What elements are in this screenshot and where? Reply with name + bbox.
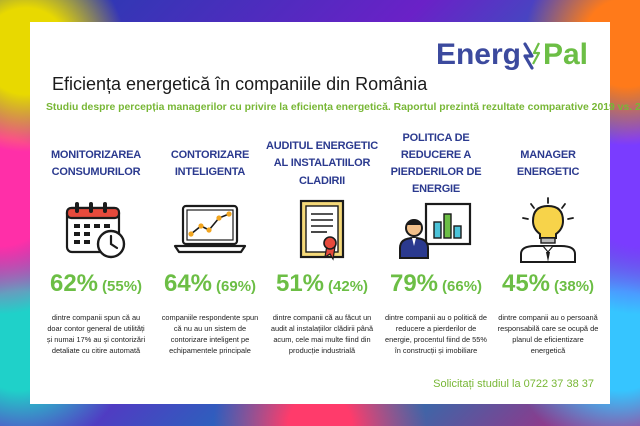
calendar-clock-icon	[40, 194, 152, 266]
stat-row: 51% (42%)	[266, 270, 378, 304]
column-description: dintre companii au o persoană responsabi…	[497, 313, 599, 356]
stat-value-2018: (66%)	[442, 278, 483, 295]
stat-value-2019: 51%	[275, 270, 325, 297]
footer-label: Solicitați studiul la	[433, 378, 521, 390]
footer-contact: Solicitați studiul la 0722 37 38 37	[433, 378, 594, 390]
stat-value-2019: 79%	[389, 270, 439, 297]
column-manager: MANAGER ENERGETIC 45% (38%) dint	[492, 138, 604, 356]
infographic-card: Energ Pal Eficiența energetică în compan…	[30, 22, 640, 404]
presenter-chart-icon	[380, 194, 492, 266]
laptop-chart-icon	[154, 194, 266, 266]
stat-value-2018: (69%)	[216, 278, 257, 295]
column-audit: AUDITUL ENERGETIC AL INSTALATIILOR CLADI…	[266, 138, 378, 356]
column-heading: MANAGER ENERGETIC	[516, 148, 580, 178]
column-politica: POLITICA DE REDUCERE A PIERDERILOR DE EN…	[380, 131, 492, 356]
stat-value-2019: 62%	[49, 270, 99, 297]
stat-value-2018: (42%)	[328, 278, 369, 295]
stat-value-2019: 64%	[163, 270, 213, 297]
stat-value-2018: (55%)	[102, 278, 143, 295]
logo-text-left: Energ	[435, 38, 521, 71]
column-heading: POLITICA DE REDUCERE A PIERDERILOR DE EN…	[390, 131, 482, 196]
footer-phone[interactable]: 0722 37 38 37	[523, 378, 594, 390]
stat-row: 64% (69%)	[154, 270, 266, 304]
column-heading: CONTORIZARE INTELIGENTA	[170, 148, 250, 178]
column-heading: MONITORIZAREA CONSUMURILOR	[50, 148, 142, 178]
stat-row: 45% (38%)	[492, 270, 604, 304]
logo-text-right: Pal	[542, 38, 588, 71]
energypal-logo: Energ Pal	[436, 38, 588, 72]
column-description: dintre companii că au făcut un audit al …	[270, 313, 374, 356]
stat-row: 79% (66%)	[380, 270, 492, 304]
column-monitorizare: MONITORIZAREA CONSUMURILOR 62% (55%)	[40, 138, 152, 356]
column-contorizare: CONTORIZARE INTELIGENTA 64% (69%) compan…	[154, 138, 266, 356]
column-description: dintre companii spun că au doar contor g…	[46, 313, 146, 356]
lightning-icon	[521, 40, 543, 70]
certificate-icon	[266, 194, 378, 266]
column-heading: AUDITUL ENERGETIC AL INSTALATIILOR CLADI…	[266, 140, 378, 187]
column-description: dintre companii au o politică de reducer…	[385, 313, 487, 356]
lightbulb-manager-icon	[492, 194, 604, 266]
page-subtitle: Studiu despre percepția managerilor cu p…	[46, 102, 640, 113]
stat-row: 62% (55%)	[40, 270, 152, 304]
page-title: Eficiența energetică în companiile din R…	[52, 74, 428, 94]
stat-value-2018: (38%)	[554, 278, 595, 295]
stat-value-2019: 45%	[501, 270, 551, 297]
column-description: companiile respondente spun că nu au un …	[161, 313, 259, 356]
